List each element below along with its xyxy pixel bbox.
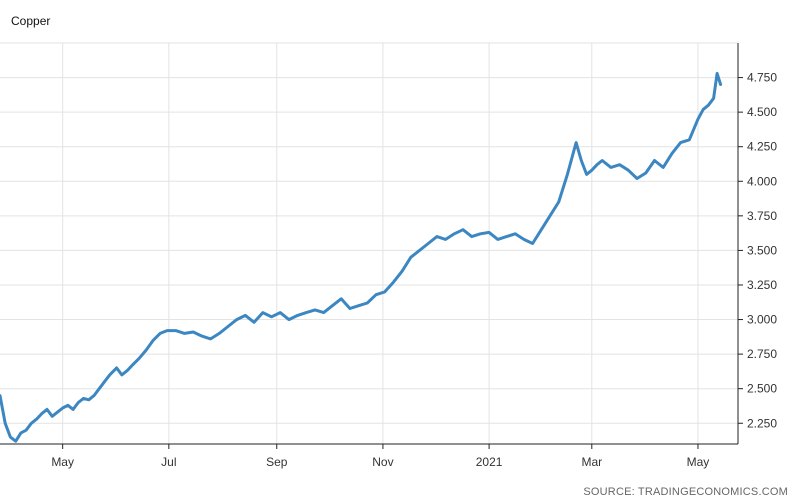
y-tick-label: 2.250 bbox=[747, 416, 777, 430]
chart-axes bbox=[0, 43, 743, 449]
chart-grid bbox=[0, 42, 738, 444]
x-tick-label: May bbox=[51, 455, 74, 469]
x-tick-label: Nov bbox=[372, 455, 393, 469]
chart-series bbox=[0, 71, 723, 443]
y-tick-label: 4.000 bbox=[747, 174, 777, 188]
chart-title: Copper bbox=[11, 14, 51, 28]
y-tick-label: 2.750 bbox=[747, 347, 777, 361]
x-tick-label: Jul bbox=[161, 455, 176, 469]
y-tick-label: 3.750 bbox=[747, 209, 777, 223]
y-tick-label: 3.000 bbox=[747, 313, 777, 327]
series-line bbox=[0, 71, 723, 443]
y-tick-label: 3.250 bbox=[747, 278, 777, 292]
y-tick-label: 4.250 bbox=[747, 140, 777, 154]
x-tick-label: Sep bbox=[266, 455, 288, 469]
x-tick-label: 2021 bbox=[476, 455, 503, 469]
y-tick-label: 3.500 bbox=[747, 243, 777, 257]
x-tick-label: Mar bbox=[581, 455, 602, 469]
y-tick-label: 2.500 bbox=[747, 382, 777, 396]
y-tick-label: 4.500 bbox=[747, 105, 777, 119]
y-tick-label: 4.750 bbox=[747, 71, 777, 85]
chart-tick-labels: 2.250 2.500 2.750 3.000 3.250 3.500 3.750 4.000… bbox=[51, 71, 777, 469]
source-label: SOURCE: TRADINGECONOMICS.COM bbox=[583, 486, 788, 498]
x-tick-label: May bbox=[687, 455, 710, 469]
